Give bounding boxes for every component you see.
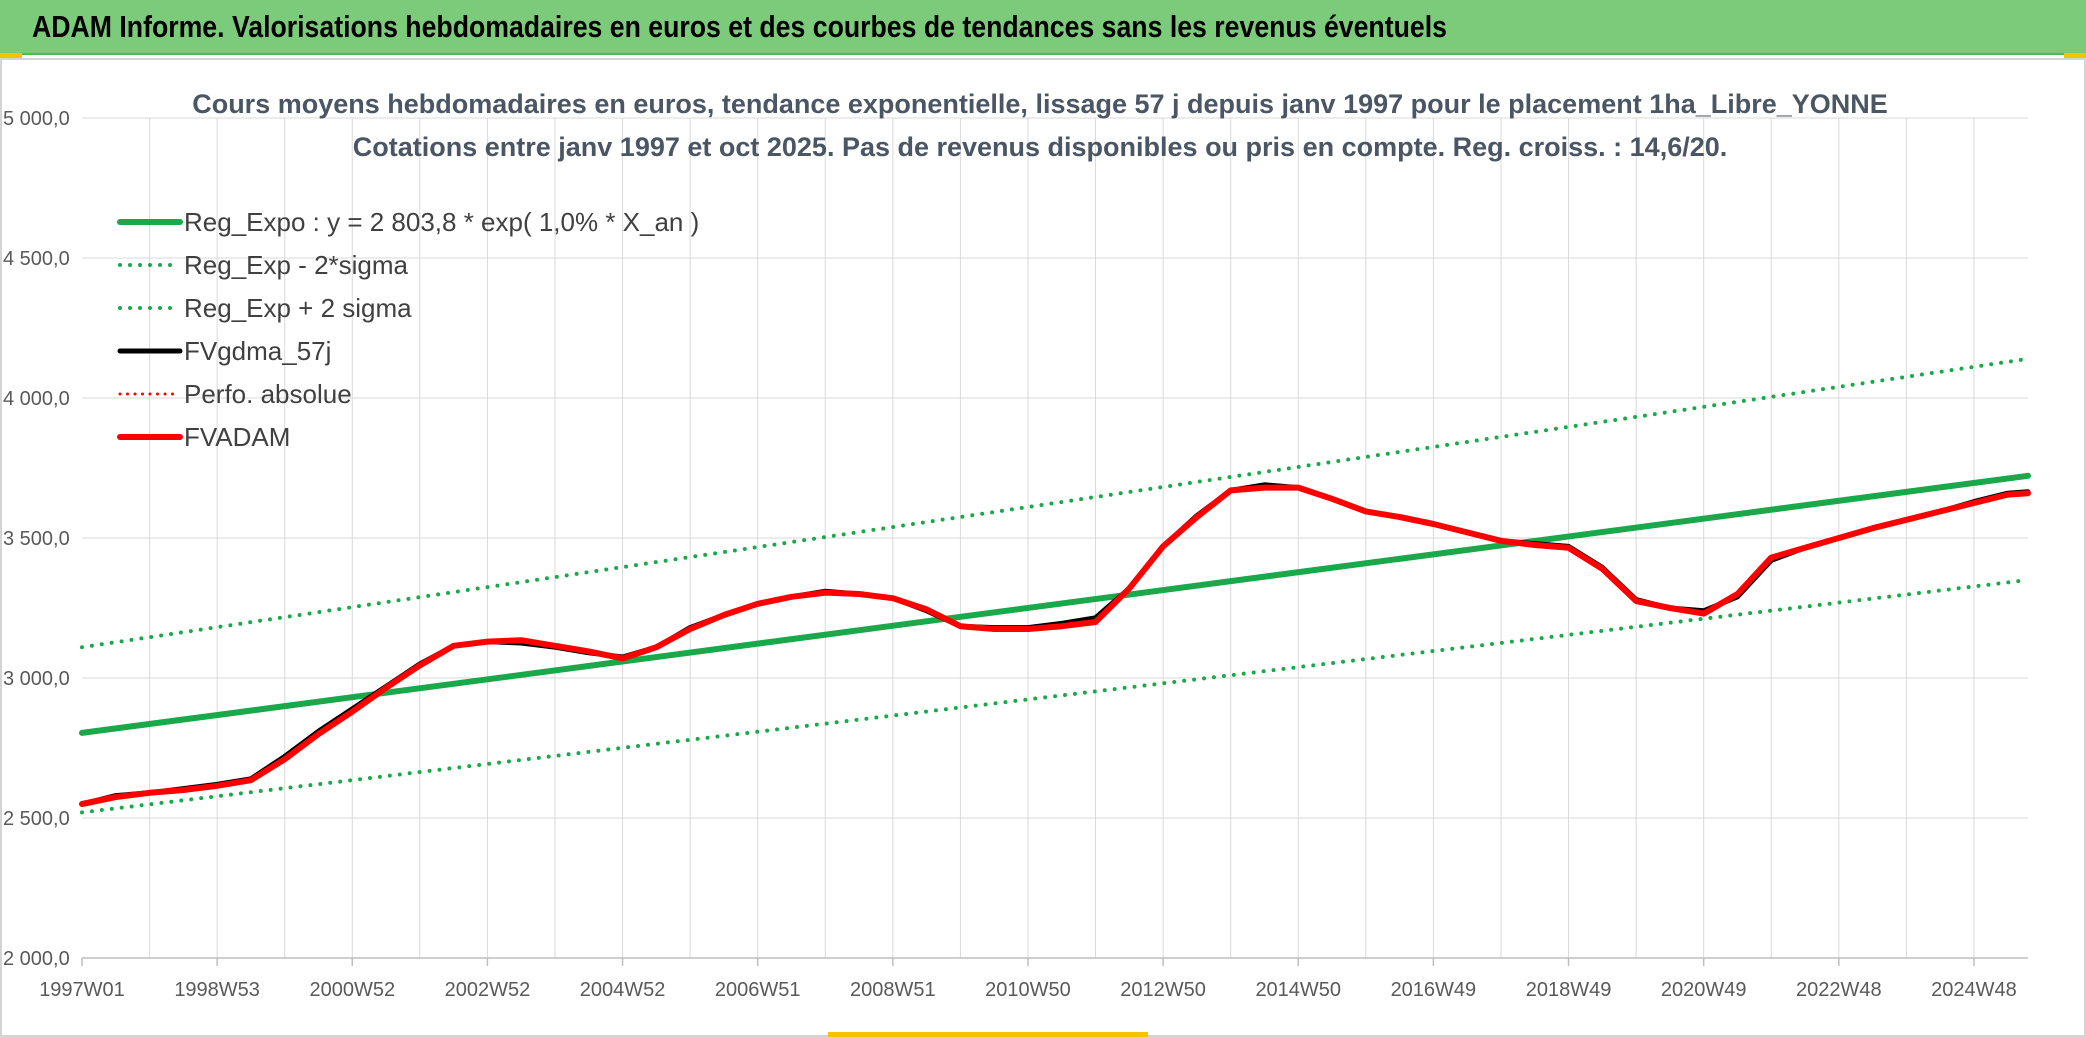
y-tick-label: 3 000,0 <box>3 668 70 690</box>
series-line-reg-expo-y-2-803-8-exp-1-0-x-an <box>79 472 2031 736</box>
x-tick-label: 1998W53 <box>174 979 260 1001</box>
chart-subtitle: Cotations entre janv 1997 et oct 2025. P… <box>353 132 1728 162</box>
legend-label: Perfo. absolue <box>184 379 352 409</box>
legend-label: Reg_Exp + 2 sigma <box>184 293 412 323</box>
y-tick-label: 2 000,0 <box>3 948 70 970</box>
bottom-marker <box>828 1032 1148 1037</box>
x-tick-label: 2016W49 <box>1391 979 1477 1001</box>
report-banner: ADAM Informe. Valorisations hebdomadaire… <box>0 0 2086 55</box>
axis-layer: 2 000,0 2 500,0 3 000,0 3 500,0 4 000,0 4 500… <box>3 108 2028 1001</box>
x-tick-label: 2000W52 <box>309 979 395 1001</box>
legend-label: FVADAM <box>184 422 290 452</box>
x-tick-label: 2014W50 <box>1255 979 1341 1001</box>
legend-label: FVgdma_57j <box>184 336 331 366</box>
report-title: ADAM Informe. Valorisations hebdomadaire… <box>32 9 1447 44</box>
y-tick-label: 2 500,0 <box>3 808 70 830</box>
legend-label: Reg_Exp - 2*sigma <box>184 250 409 280</box>
series-line-reg-exp-2-sigma <box>80 356 2030 650</box>
chart-frame <box>0 58 2086 1037</box>
series-line-reg-exp-2-sigma <box>80 578 2030 815</box>
series-line-fvadam <box>79 484 2031 807</box>
x-tick-label: 2002W52 <box>445 979 531 1001</box>
y-tick-label: 4 000,0 <box>3 388 70 410</box>
corner-marker-right <box>2064 53 2086 60</box>
legend: Reg_Expo : y = 2 803,8 * exp( 1,0% * X_a… <box>117 207 699 452</box>
chart-title: Cours moyens hebdomadaires en euros, ten… <box>192 89 1888 119</box>
x-tick-label: 2020W49 <box>1661 979 1747 1001</box>
y-tick-label: 3 500,0 <box>3 528 70 550</box>
x-tick-label: 2006W51 <box>715 979 801 1001</box>
x-tick-label: 2012W50 <box>1120 979 1206 1001</box>
grid-layer <box>82 117 2028 959</box>
series-layer <box>79 356 2031 815</box>
corner-marker-left <box>0 53 22 60</box>
x-tick-label: 2022W48 <box>1796 979 1882 1001</box>
x-tick-label: 2004W52 <box>580 979 666 1001</box>
y-tick-label: 4 500,0 <box>3 248 70 270</box>
x-tick-label: 1997W01 <box>39 979 125 1001</box>
x-tick-label: 2024W48 <box>1931 979 2017 1001</box>
series-line-fvgdma-57j <box>79 482 2031 807</box>
x-tick-label: 2018W49 <box>1526 979 1612 1001</box>
x-tick-label: 2010W50 <box>985 979 1071 1001</box>
x-tick-label: 2008W51 <box>850 979 936 1001</box>
y-tick-label: 5 000,0 <box>3 108 70 130</box>
legend-label: Reg_Expo : y = 2 803,8 * exp( 1,0% * X_a… <box>184 207 699 237</box>
